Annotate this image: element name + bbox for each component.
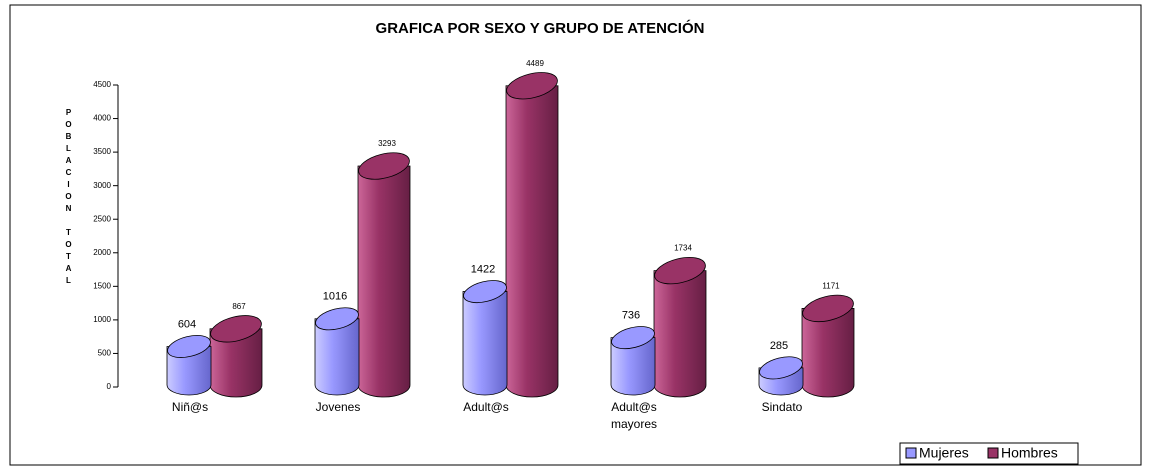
y-tick-label: 3000 — [93, 181, 111, 190]
value-label: 1422 — [471, 263, 495, 275]
x-tick-label: Jovenes — [315, 400, 361, 414]
value-label: 285 — [770, 340, 788, 352]
value-label: 1171 — [822, 282, 840, 291]
cylinder-body — [801, 308, 855, 398]
y-axis-label: POBLACION TOTAL — [64, 108, 73, 288]
y-tick-label: 3500 — [93, 147, 111, 156]
cylinder-top — [167, 334, 211, 358]
frame — [9, 4, 1142, 466]
cylinder-top — [802, 294, 854, 323]
legend-label: Hombres — [1001, 445, 1058, 461]
cylinder-body — [505, 85, 559, 398]
legend-label: Mujeres — [919, 445, 969, 461]
cylinder-body — [166, 346, 212, 396]
cylinder-body — [314, 318, 360, 396]
cylinder-bar — [166, 334, 212, 396]
cylinder-top — [463, 280, 507, 304]
x-tick-label: Niñ@s — [171, 400, 209, 414]
cylinder-top — [358, 152, 410, 180]
cylinder-top — [759, 356, 803, 380]
cylinder-bar — [801, 294, 855, 398]
cylinder-bar — [610, 326, 656, 396]
value-label: 604 — [178, 318, 196, 330]
y-tick-label: 0 — [107, 382, 112, 391]
value-label: 4489 — [526, 59, 544, 68]
cylinder-body — [610, 337, 656, 396]
chart-title: GRAFICA POR SEXO Y GRUPO DE ATENCIÓN — [376, 19, 705, 37]
cylinder-top — [611, 326, 655, 350]
y-tick-label: 4500 — [93, 80, 111, 89]
y-tick-label: 4000 — [93, 114, 111, 123]
cylinder-top — [210, 315, 262, 343]
cylinder-bar — [357, 152, 411, 398]
y-tick-label: 1000 — [93, 315, 111, 324]
y-tick-label: 1500 — [93, 281, 111, 290]
cylinder-top — [315, 307, 359, 331]
cylinder-body — [209, 328, 263, 398]
value-label: 1016 — [323, 291, 347, 303]
x-tick-label: Sindato — [761, 400, 803, 414]
value-label: 867 — [232, 302, 246, 311]
cylinder-body — [357, 165, 411, 398]
cylinder-body — [653, 270, 707, 398]
value-label: 1734 — [674, 244, 692, 253]
value-label: 3293 — [378, 139, 396, 148]
legend-swatch — [987, 447, 999, 459]
cylinder-bar — [758, 356, 804, 396]
cylinder-bar — [209, 315, 263, 398]
x-tick-label: Adult@s mayores — [610, 400, 657, 431]
cylinder-body — [462, 291, 508, 396]
cylinder-top — [654, 256, 706, 285]
y-tick-label: 2000 — [93, 248, 111, 257]
cylinder-bar — [462, 280, 508, 396]
y-tick-label: 500 — [98, 349, 112, 358]
legend-swatch — [905, 447, 917, 459]
value-label: 736 — [622, 310, 640, 322]
cylinder-bar — [505, 72, 559, 398]
x-tick-label: Adult@s — [463, 400, 509, 414]
cylinder-bar — [314, 307, 360, 396]
cylinder-top — [506, 72, 558, 100]
y-tick-label: 2500 — [93, 214, 111, 223]
cylinder-bar — [653, 256, 707, 398]
